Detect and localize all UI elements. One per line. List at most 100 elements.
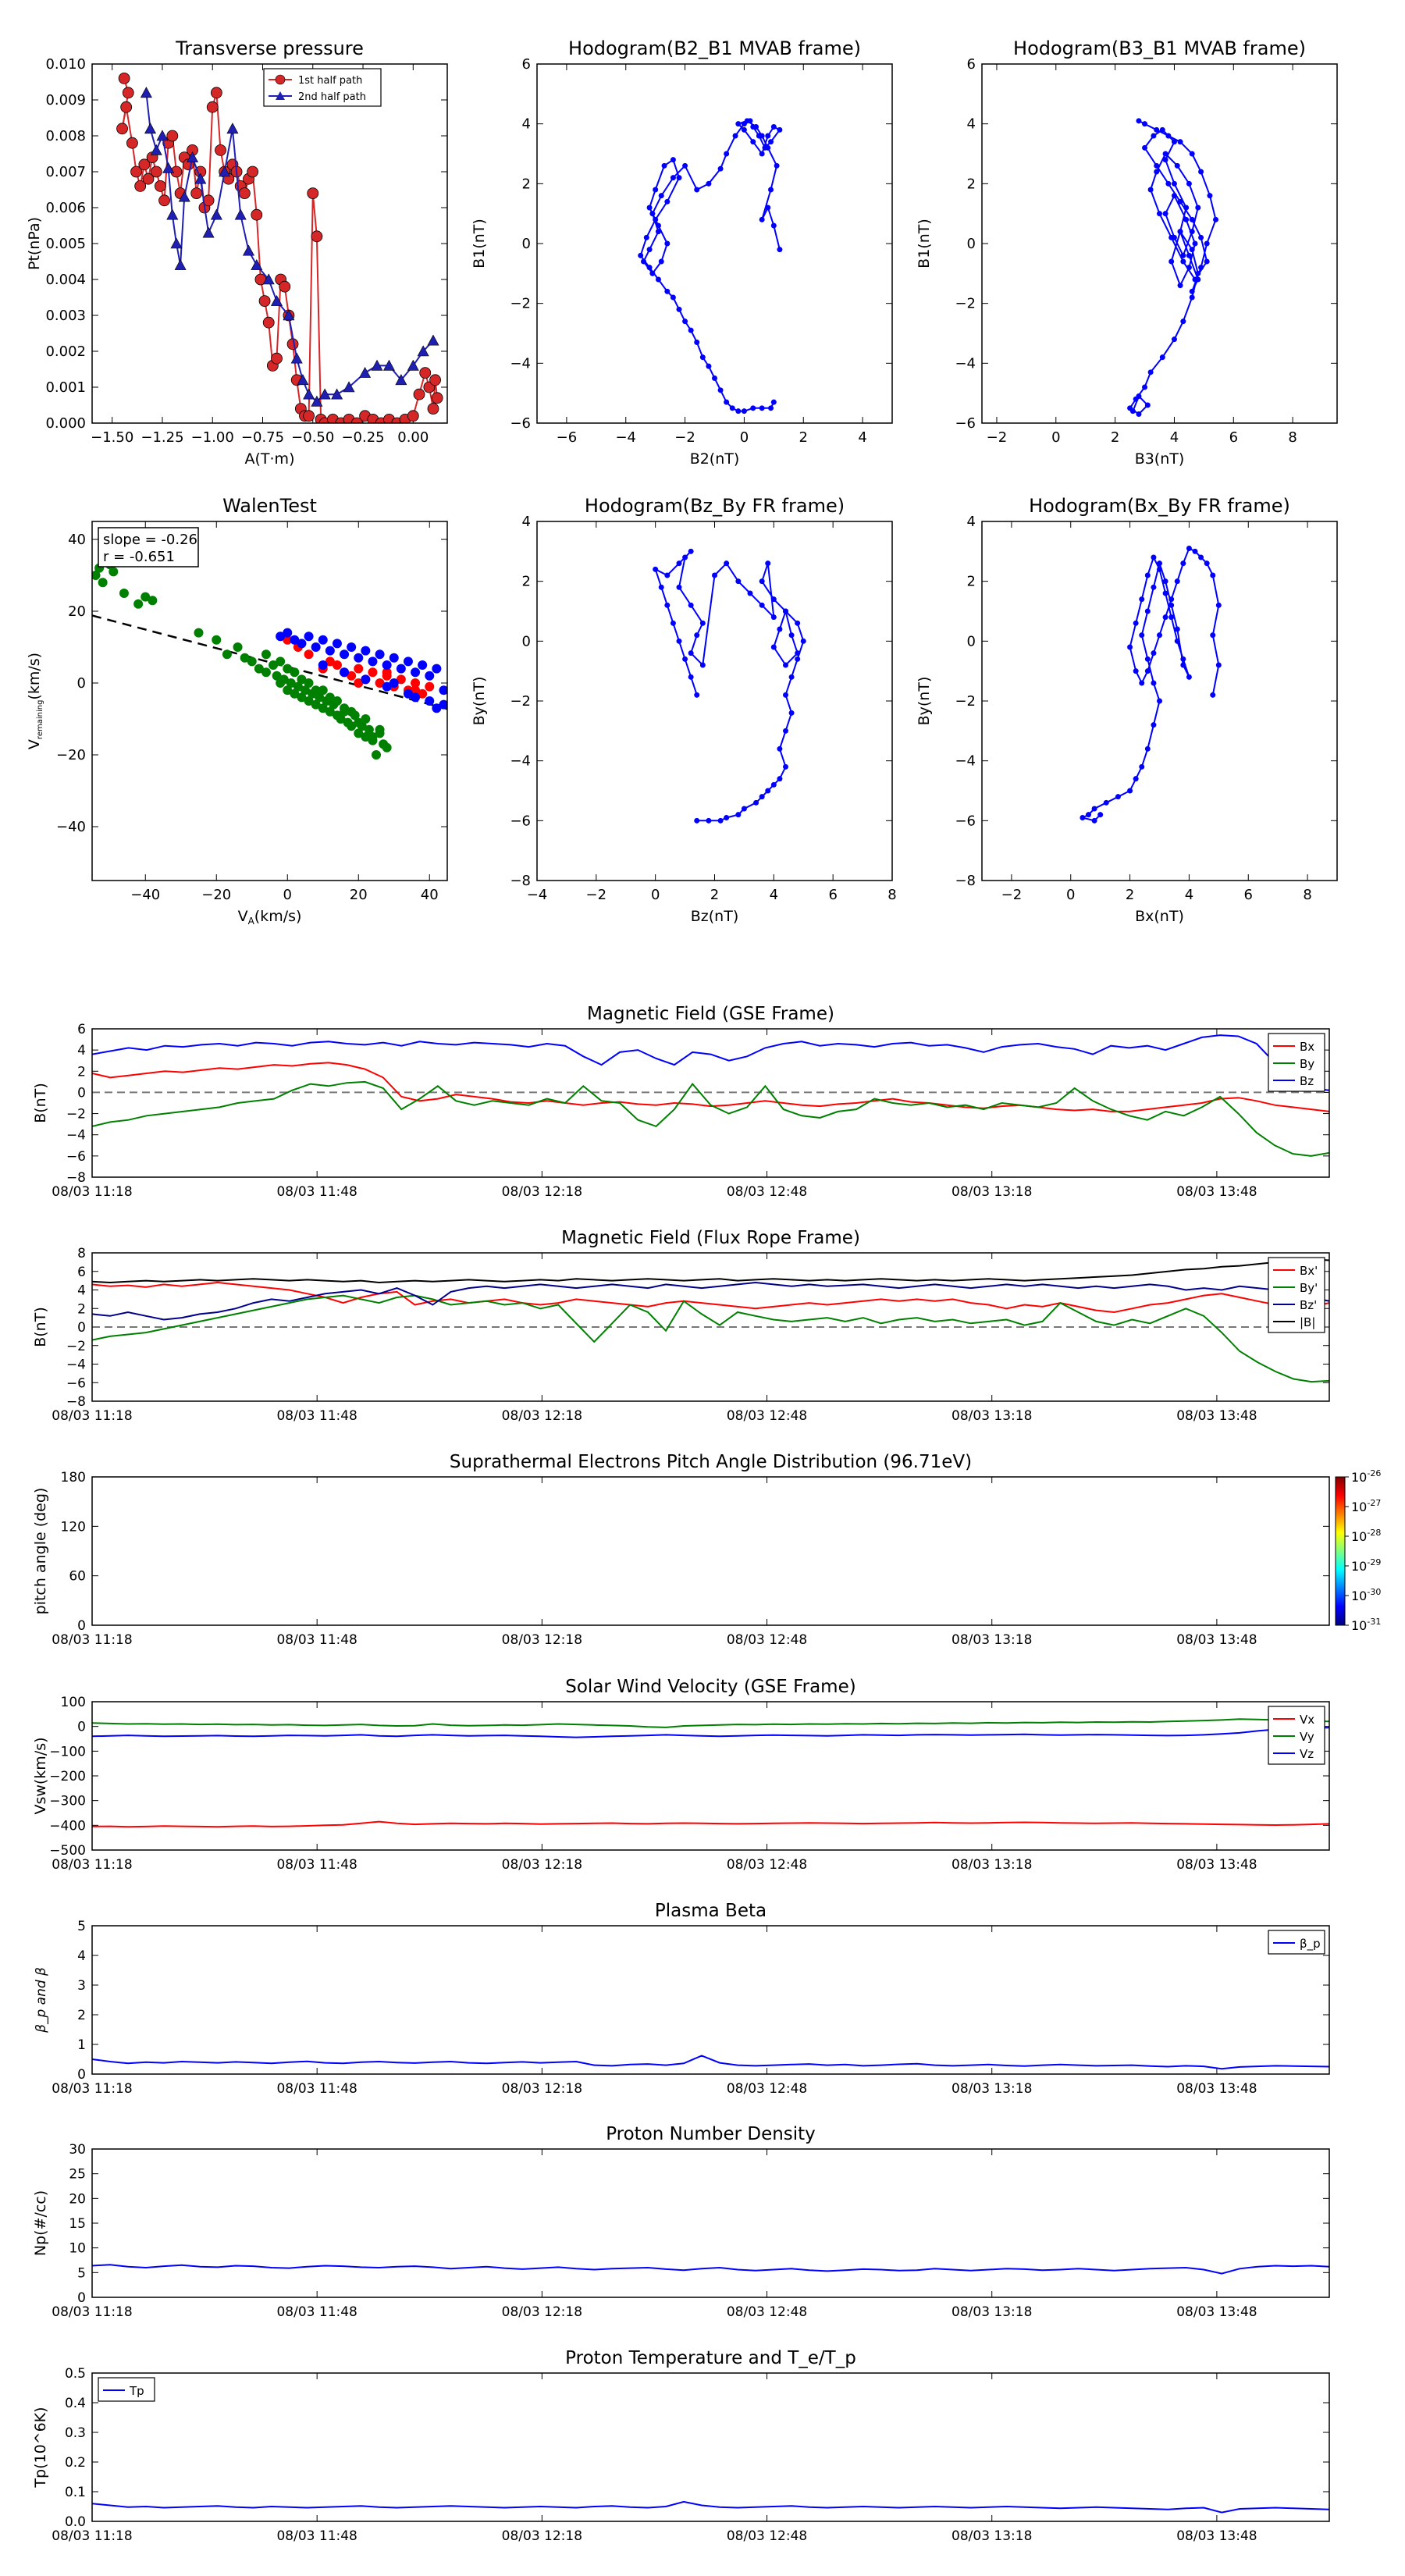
data-point [1177, 198, 1183, 205]
series-line [92, 1062, 1329, 1112]
data-point [641, 258, 646, 265]
series-line [145, 92, 434, 403]
axes-frame [981, 63, 1338, 424]
data-point [368, 732, 378, 742]
data-point [653, 187, 659, 193]
data-point [741, 806, 747, 812]
data-point [1086, 812, 1091, 818]
y-tick-label: −6 [66, 1375, 86, 1391]
data-point [1157, 632, 1162, 639]
y-tick-label: 15 [69, 2216, 86, 2232]
x-tick-label: −4 [615, 429, 636, 446]
data-point [1174, 162, 1180, 169]
data-point [694, 817, 700, 824]
data-point [768, 405, 774, 411]
data-point [119, 589, 129, 598]
x-tick-label: −2 [987, 429, 1008, 446]
y-tick-label: 0 [967, 633, 976, 649]
x-tick-label: 08/03 13:18 [951, 2528, 1032, 2544]
x-tick-label: 08/03 13:48 [1176, 1857, 1257, 1873]
data-point [688, 650, 694, 656]
data-point [158, 194, 170, 207]
data-point [1159, 126, 1165, 133]
data-point [741, 121, 747, 127]
data-point [290, 688, 300, 699]
data-point [261, 649, 271, 660]
data-point [396, 674, 406, 685]
data-point [765, 133, 771, 139]
plot-area [92, 1034, 1329, 1157]
data-point [290, 667, 300, 678]
data-point [336, 714, 346, 724]
chart-title: WalenTest [222, 495, 317, 517]
data-point [283, 664, 293, 674]
data-point [676, 584, 682, 590]
data-point [655, 229, 661, 235]
data-point [276, 656, 286, 667]
series-s0 [92, 2264, 1329, 2275]
y-tick-label: −2 [66, 1107, 86, 1123]
data-point [735, 578, 742, 585]
x-tick-label: −0.50 [291, 429, 334, 446]
data-point [694, 632, 700, 639]
data-point [1147, 187, 1154, 193]
colorbar-tick-label: 10-31 [1351, 1617, 1381, 1633]
data-point [261, 667, 271, 678]
data-point [240, 653, 250, 663]
legend: Tp [98, 2377, 155, 2402]
data-point [788, 674, 795, 680]
x-tick-label: 08/03 11:18 [52, 1408, 132, 1424]
data-point [140, 87, 152, 98]
y-axis-label: Pt(nPa) [26, 217, 43, 270]
data-point [297, 692, 307, 703]
colorbar-tick-exponent: -27 [1367, 1498, 1381, 1508]
data-point [286, 678, 296, 688]
data-point [283, 628, 293, 638]
data-point [350, 417, 363, 423]
data-point [706, 180, 712, 187]
series-vy [92, 1718, 1329, 1728]
data-point [732, 133, 738, 139]
data-point [403, 656, 413, 667]
x-tick-label: −0.25 [341, 429, 384, 446]
x-tick-label: 6 [1244, 887, 1253, 903]
y-tick-label: −2 [510, 693, 531, 710]
data-point [1180, 258, 1186, 265]
data-point [1157, 698, 1162, 704]
data-point [800, 638, 806, 644]
data-point [271, 352, 283, 365]
data-point [783, 728, 788, 734]
data-point [1186, 180, 1192, 187]
data-point [1091, 806, 1097, 812]
data-point [413, 388, 425, 400]
axes-frame [91, 1028, 1330, 1178]
data-point [371, 359, 383, 371]
data-point [694, 187, 700, 193]
series--b- [92, 1258, 1329, 1284]
data-point [361, 674, 371, 685]
series-by [92, 1080, 1329, 1157]
series-line [92, 1281, 1329, 1321]
data-point [1177, 283, 1183, 289]
data-point [425, 696, 435, 706]
y-tick-label: 0 [522, 236, 531, 252]
data-point [795, 650, 801, 656]
y-tick-label: −6 [955, 813, 976, 829]
data-point [396, 664, 406, 674]
data-point [1157, 566, 1162, 572]
data-point [1129, 408, 1136, 415]
data-point [1198, 265, 1204, 271]
data-point [382, 667, 392, 678]
x-tick-label: 08/03 11:48 [276, 1408, 357, 1424]
data-point [1195, 270, 1201, 276]
legend-label: Bx' [1300, 1264, 1318, 1278]
plot-area [92, 2264, 1329, 2275]
data-point [694, 692, 700, 698]
y-tick-label: 0.008 [45, 128, 86, 144]
legend-label: Vy [1300, 1730, 1314, 1744]
y-tick-label: 0.000 [45, 415, 86, 432]
data-point [658, 258, 664, 265]
data-point [646, 265, 653, 271]
colorbar-tick-base: 10 [1351, 1559, 1367, 1574]
